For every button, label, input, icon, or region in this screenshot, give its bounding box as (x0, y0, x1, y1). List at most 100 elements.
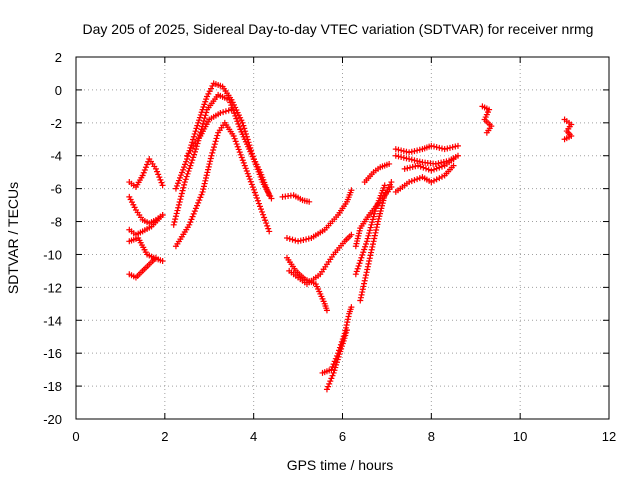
data-point (368, 246, 375, 253)
data-point (406, 149, 413, 156)
data-point (217, 109, 224, 116)
data-point (234, 118, 241, 125)
data-point (408, 178, 415, 185)
data-point (200, 104, 207, 111)
data-point (404, 165, 411, 172)
data-point (337, 348, 344, 355)
data-point (356, 260, 363, 267)
data-point (306, 198, 313, 205)
y-tick-label: -18 (43, 379, 62, 394)
data-point (175, 177, 182, 184)
data-point (483, 129, 490, 136)
data-point (232, 112, 239, 119)
data-point (196, 117, 203, 124)
x-tick-label: 2 (161, 429, 168, 444)
data-point (392, 152, 399, 159)
data-point (436, 164, 443, 171)
data-point (174, 207, 181, 214)
data-point (370, 213, 377, 220)
data-point (433, 176, 440, 183)
data-point (433, 144, 440, 151)
data-point (345, 313, 352, 320)
data-point (436, 144, 443, 151)
data-point (430, 143, 437, 150)
data-point (190, 133, 197, 140)
data-point (450, 156, 457, 163)
data-point (430, 166, 437, 173)
data-point (409, 163, 416, 170)
data-point (200, 117, 207, 124)
data-point (398, 154, 405, 161)
data-point (367, 224, 374, 231)
data-point (250, 186, 257, 193)
data-point (194, 122, 201, 129)
data-point (195, 199, 202, 206)
data-point (354, 265, 361, 272)
data-point (454, 142, 461, 149)
data-point (403, 155, 410, 162)
data-point (228, 106, 235, 113)
data-point (339, 340, 346, 347)
data-point (348, 304, 355, 311)
data-points (126, 80, 575, 393)
data-point (362, 274, 369, 281)
y-tick-label: 0 (55, 83, 62, 98)
data-point (245, 173, 252, 180)
data-point (159, 258, 166, 265)
data-point (180, 166, 187, 173)
y-tick-label: -2 (50, 116, 62, 131)
data-point (195, 119, 202, 126)
data-point (231, 135, 238, 142)
data-point (417, 163, 424, 170)
data-point (246, 176, 253, 183)
data-point (144, 161, 151, 168)
data-point (203, 96, 210, 103)
data-point (407, 164, 414, 171)
data-point (360, 283, 367, 290)
data-point (230, 132, 237, 139)
data-point (446, 144, 453, 151)
data-point (430, 177, 437, 184)
data-point (174, 180, 181, 187)
data-point (226, 96, 233, 103)
data-point (416, 158, 423, 165)
data-point (200, 186, 207, 193)
data-point (373, 227, 380, 234)
data-point (325, 383, 332, 390)
data-point (235, 146, 242, 153)
data-point (232, 138, 239, 145)
data-point (300, 236, 307, 243)
data-point (171, 218, 178, 225)
data-point (190, 154, 197, 161)
data-point (379, 202, 386, 209)
data-point (432, 160, 439, 167)
data-point (361, 280, 368, 287)
data-point (368, 249, 375, 256)
data-point (249, 184, 256, 191)
data-point (208, 85, 215, 92)
data-point (342, 332, 349, 339)
data-point (364, 263, 371, 270)
data-point (233, 141, 240, 148)
data-point (376, 213, 383, 220)
data-point (369, 219, 376, 226)
data-point (225, 107, 232, 114)
data-point (243, 167, 250, 174)
y-tick-label: -16 (43, 346, 62, 361)
data-point (255, 200, 262, 207)
data-point (237, 151, 244, 158)
data-point (259, 208, 266, 215)
data-point (406, 156, 413, 163)
data-point (193, 125, 200, 132)
data-point (201, 115, 208, 122)
data-point (190, 136, 197, 143)
data-point (192, 128, 199, 135)
data-point (375, 215, 382, 222)
data-point (400, 154, 407, 161)
data-point (236, 123, 243, 130)
data-point (420, 164, 427, 171)
data-point (155, 171, 162, 178)
data-point (192, 205, 199, 212)
data-point (367, 252, 374, 259)
